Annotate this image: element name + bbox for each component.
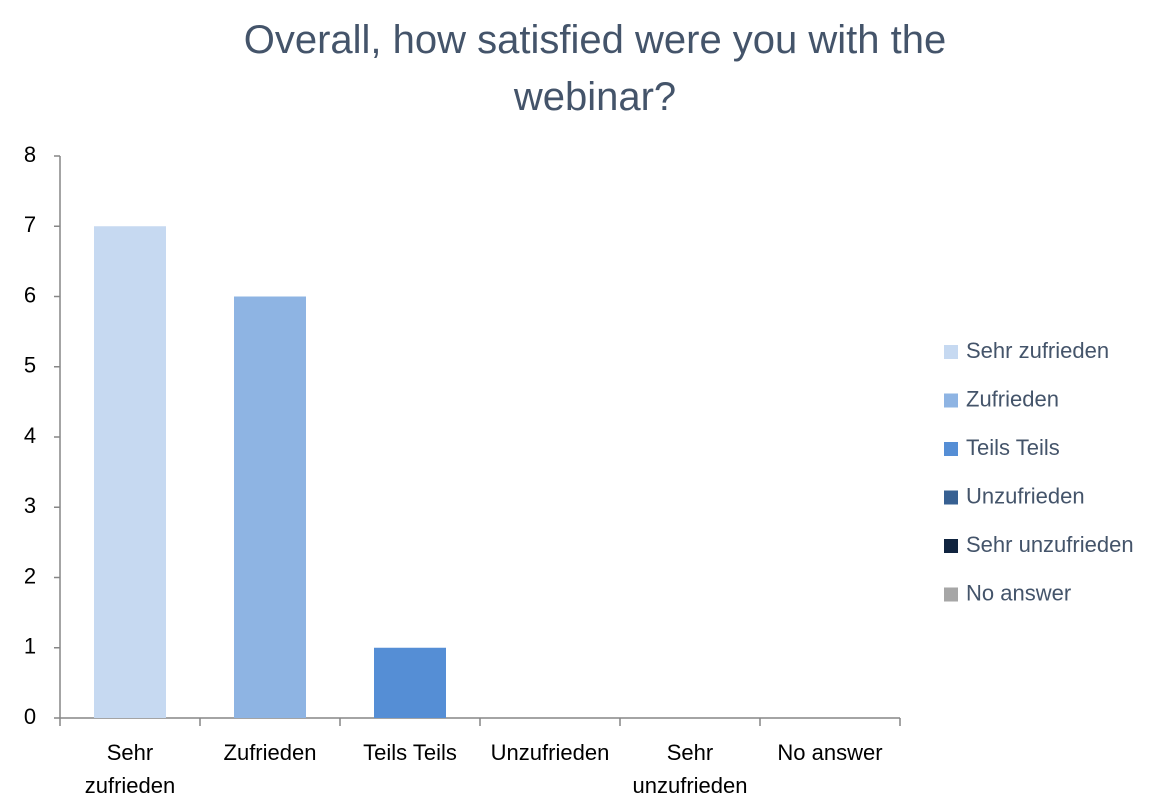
y-tick-label: 2 — [24, 563, 36, 588]
x-tick-label: Teils Teils — [363, 740, 457, 765]
legend-swatch — [944, 345, 958, 359]
legend-label: No answer — [966, 580, 1071, 605]
y-tick-label: 5 — [24, 353, 36, 378]
y-tick-label: 7 — [24, 212, 36, 237]
chart-title: Overall, how satisfied were you with the… — [243, 18, 947, 119]
y-tick-label: 1 — [24, 634, 36, 659]
x-tick-label: No answer — [777, 740, 882, 765]
legend-swatch — [944, 442, 958, 456]
y-tick-label: 0 — [24, 704, 36, 729]
legend-label: Unzufrieden — [966, 483, 1085, 508]
x-tick-label: Unzufrieden — [491, 740, 610, 765]
legend-label: Sehr zufrieden — [966, 338, 1109, 363]
legend-label: Zufrieden — [966, 386, 1059, 411]
x-tick-label: Zufrieden — [224, 740, 317, 765]
bar — [234, 296, 306, 718]
legend-swatch — [944, 587, 958, 602]
bar — [94, 226, 166, 718]
legend-label: Teils Teils — [966, 435, 1060, 460]
y-tick-label: 6 — [24, 282, 36, 307]
bar — [374, 647, 446, 718]
y-tick-label: 4 — [24, 423, 36, 448]
x-tick-label: Sehr unzufrieden — [633, 740, 748, 798]
legend-swatch — [944, 393, 958, 408]
y-tick-label: 8 — [24, 142, 36, 167]
legend-swatch — [944, 490, 958, 505]
legend-label: Sehr unzufrieden — [966, 532, 1134, 557]
y-tick-label: 3 — [24, 493, 36, 518]
x-tick-label: Sehr zufrieden — [85, 740, 176, 798]
legend-swatch — [944, 539, 958, 553]
